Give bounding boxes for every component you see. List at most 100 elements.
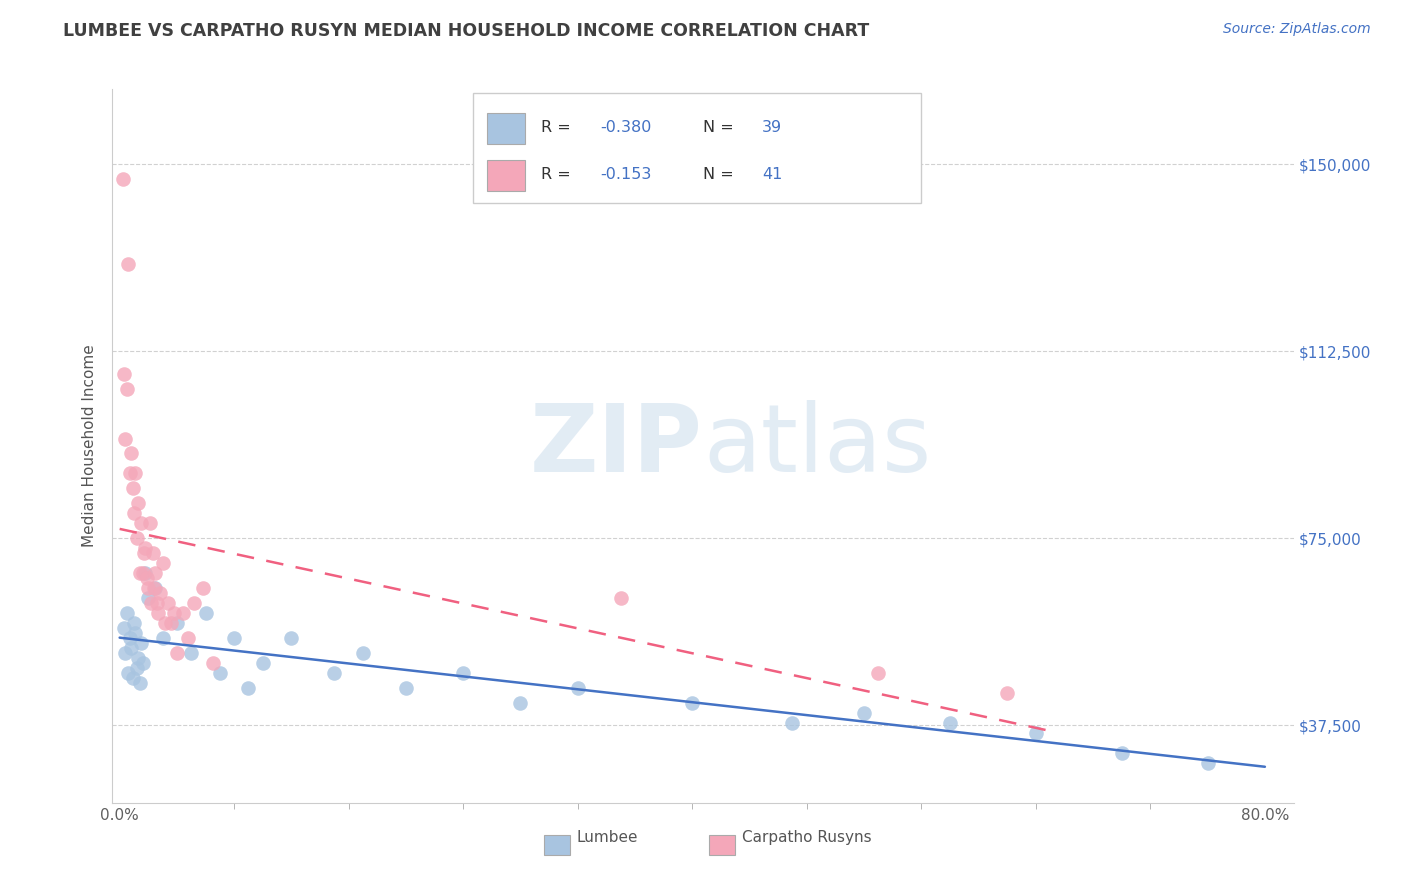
Text: N =: N = [703,168,740,182]
Point [118,631,141,645]
Point [352,646,374,660]
Point [125,531,148,545]
Point [208,666,231,681]
Point [166,646,188,660]
Point [136,581,159,595]
FancyBboxPatch shape [486,160,524,191]
Point [134,566,156,581]
Point [115,606,138,620]
Text: Source: ZipAtlas.com: Source: ZipAtlas.com [1223,22,1371,37]
Point [129,516,152,531]
Point [121,482,143,496]
Point [135,571,157,585]
Point [129,636,152,650]
Point [128,566,150,581]
Point [122,616,145,631]
Point [115,382,138,396]
Point [509,696,531,710]
Point [145,566,167,581]
Point [139,596,162,610]
Point [112,621,135,635]
Point [1197,756,1219,770]
Text: ZIP: ZIP [530,400,703,492]
Point [166,616,188,631]
Text: R =: R = [541,120,576,135]
Point [111,172,134,186]
Text: R =: R = [541,168,576,182]
Point [163,606,186,620]
Point [122,507,145,521]
Point [127,496,149,510]
Point [157,596,180,610]
Point [782,715,804,730]
Point [114,432,136,446]
Point [146,596,169,610]
Point [112,367,135,381]
Point [134,541,156,556]
Point [149,586,172,600]
Point [252,656,274,670]
Point [145,581,167,595]
Point [136,591,159,606]
Point [995,686,1018,700]
Point [124,467,146,481]
Text: 41: 41 [762,168,782,182]
Text: -0.380: -0.380 [600,120,651,135]
Point [125,661,148,675]
Point [131,656,153,670]
Point [323,666,346,681]
Point [155,616,177,631]
Text: Lumbee: Lumbee [576,830,638,846]
Point [183,596,205,610]
Point [142,546,165,560]
FancyBboxPatch shape [472,93,921,203]
Point [172,606,194,620]
Point [224,631,246,645]
FancyBboxPatch shape [486,112,524,145]
Point [127,651,149,665]
Point [118,467,141,481]
Point [120,446,142,460]
Point [152,556,174,570]
FancyBboxPatch shape [709,835,735,855]
Point [148,606,170,620]
Point [128,676,150,690]
Text: Carpatho Rusyns: Carpatho Rusyns [742,830,872,846]
Point [177,631,200,645]
Point [609,591,631,606]
Point [117,257,139,271]
Point [121,671,143,685]
Point [152,631,174,645]
Point [280,631,302,645]
Text: atlas: atlas [703,400,931,492]
Point [124,626,146,640]
Point [939,715,962,730]
Text: -0.153: -0.153 [600,168,651,182]
Point [191,581,214,595]
Point [143,581,166,595]
FancyBboxPatch shape [544,835,569,855]
Point [180,646,202,660]
Point [120,641,142,656]
Text: N =: N = [703,120,740,135]
Point [160,616,183,631]
Point [201,656,224,670]
Point [567,681,589,695]
Point [681,696,703,710]
Y-axis label: Median Household Income: Median Household Income [82,344,97,548]
Text: LUMBEE VS CARPATHO RUSYN MEDIAN HOUSEHOLD INCOME CORRELATION CHART: LUMBEE VS CARPATHO RUSYN MEDIAN HOUSEHOL… [63,22,869,40]
Point [114,646,136,660]
Point [138,516,160,531]
Point [868,666,890,681]
Point [1111,746,1133,760]
Point [1025,726,1047,740]
Point [853,706,876,720]
Point [131,566,153,581]
Point [117,666,139,681]
Point [395,681,418,695]
Point [238,681,260,695]
Point [132,546,155,560]
Point [451,666,474,681]
Point [194,606,217,620]
Text: 39: 39 [762,120,782,135]
